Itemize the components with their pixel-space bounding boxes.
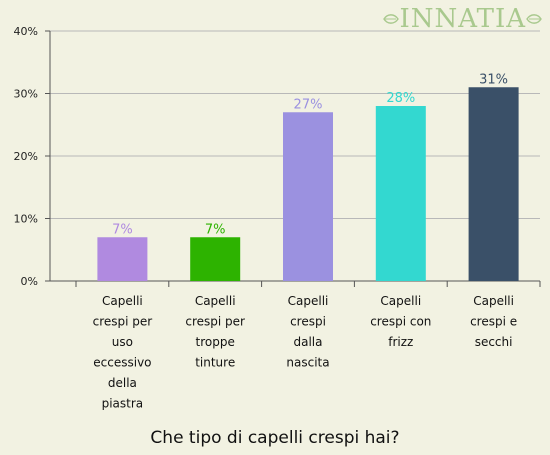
- logo-text: INNATIA: [399, 4, 526, 34]
- data-label: 27%: [294, 97, 323, 112]
- category-label-line: Capelli: [288, 294, 329, 308]
- y-tick-label: 30%: [14, 88, 38, 101]
- bar: [375, 106, 426, 281]
- y-tick-label: 20%: [14, 150, 38, 163]
- category-label-line: frizz: [388, 335, 413, 349]
- y-tick-label: 0%: [21, 275, 38, 288]
- chart-title: Che tipo di capelli crespi hai?: [150, 428, 400, 448]
- data-label: 28%: [386, 91, 415, 106]
- bar: [468, 87, 519, 281]
- category-label-line: dalla: [294, 335, 323, 349]
- category-label-line: tinture: [195, 356, 235, 370]
- bar: [190, 237, 241, 281]
- y-tick-label: 40%: [14, 25, 38, 38]
- bar: [283, 112, 333, 281]
- category-label-line: Capelli: [380, 294, 421, 308]
- category-label-line: eccessivo: [93, 356, 151, 370]
- category-label-line: crespi con: [370, 315, 431, 329]
- category-label-line: crespi e: [470, 315, 517, 329]
- category-label: Capelli crespi per uso eccessivo della piastr…: [93, 294, 153, 411]
- category-label-line: piastra: [102, 397, 144, 411]
- category-label-line: crespi per: [93, 315, 153, 329]
- innatia-logo: INNATIA: [383, 4, 542, 34]
- category-label-line: Capelli: [195, 294, 236, 308]
- category-label: Capelli crespi dalla nascita: [286, 294, 329, 370]
- data-label: 31%: [479, 72, 508, 87]
- y-tick-label: 10%: [14, 213, 38, 226]
- category-label: Capelli crespi e secchi: [470, 294, 517, 349]
- category-label-line: Capelli: [102, 294, 143, 308]
- leaf-left-icon: [383, 14, 400, 24]
- category-label-line: crespi: [290, 315, 326, 329]
- category-label-line: nascita: [286, 356, 329, 370]
- bar: [97, 237, 148, 281]
- category-label-line: crespi per: [185, 315, 245, 329]
- category-label-line: secchi: [475, 335, 513, 349]
- category-label-line: troppe: [196, 335, 235, 349]
- category-label: Capelli crespi con frizz: [370, 294, 431, 349]
- category-label-line: uso: [112, 335, 133, 349]
- data-label: 7%: [205, 222, 226, 237]
- category-label: Capelli crespi per troppe tinture: [185, 294, 245, 370]
- data-label: 7%: [112, 222, 133, 237]
- category-label-line: della: [108, 376, 137, 390]
- leaf-right-icon: [526, 14, 542, 24]
- category-label-line: Capelli: [473, 294, 514, 308]
